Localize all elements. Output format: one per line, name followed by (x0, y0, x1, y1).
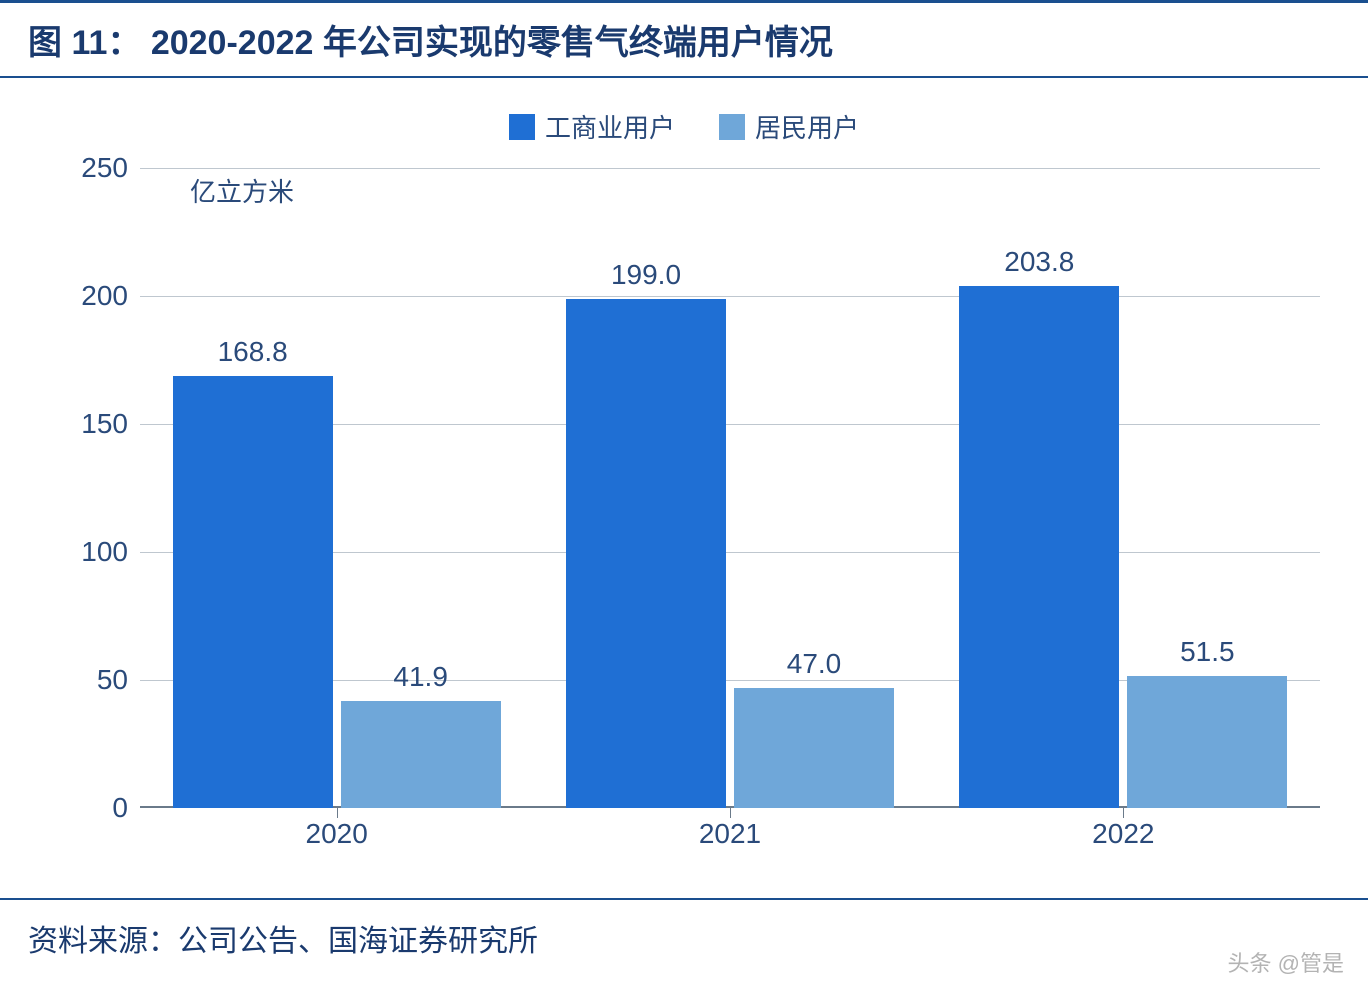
bar (173, 376, 333, 808)
y-tick-label: 100 (38, 536, 128, 568)
bar-value-label: 47.0 (734, 648, 894, 680)
legend-label: 居民用户 (755, 108, 859, 145)
bar-value-label: 51.5 (1127, 636, 1287, 668)
bar-value-label: 41.9 (341, 661, 501, 693)
source-citation: 资料来源：公司公告、国海证券研究所 (0, 898, 1368, 976)
x-tick-label: 2020 (237, 818, 437, 850)
legend-item: 居民用户 (719, 108, 859, 145)
legend-item: 工商业用户 (509, 108, 675, 145)
y-tick-label: 0 (38, 792, 128, 824)
legend-label: 工商业用户 (545, 108, 675, 145)
x-tick-label: 2022 (1023, 818, 1223, 850)
x-tick (337, 808, 338, 818)
x-tick (730, 808, 731, 818)
gridline (140, 168, 1320, 169)
x-tick (1123, 808, 1124, 818)
chart-title: 图 11： 2020-2022 年公司实现的零售气终端用户情况 (0, 0, 1368, 78)
bar-value-label: 168.8 (173, 336, 333, 368)
chart-area: 工商业用户 居民用户 168.8 41.9 199.0 47.0 203.8 51.5 亿立… (0, 78, 1368, 898)
watermark: 头条 @管是 (1228, 946, 1344, 978)
y-tick-label: 150 (38, 408, 128, 440)
bar (734, 688, 894, 808)
bar (341, 701, 501, 808)
bar (1127, 676, 1287, 808)
bar (566, 299, 726, 808)
plot-area: 168.8 41.9 199.0 47.0 203.8 51.5 (140, 168, 1320, 808)
y-tick-label: 50 (38, 664, 128, 696)
bar (959, 286, 1119, 808)
bar-value-label: 199.0 (566, 259, 726, 291)
legend: 工商业用户 居民用户 (0, 108, 1368, 147)
y-tick-label: 200 (38, 280, 128, 312)
x-tick-label: 2021 (630, 818, 830, 850)
legend-swatch (719, 114, 745, 140)
y-axis-unit: 亿立方米 (190, 172, 294, 209)
bar-value-label: 203.8 (959, 246, 1119, 278)
legend-swatch (509, 114, 535, 140)
gridline (140, 296, 1320, 297)
y-tick-label: 250 (38, 152, 128, 184)
